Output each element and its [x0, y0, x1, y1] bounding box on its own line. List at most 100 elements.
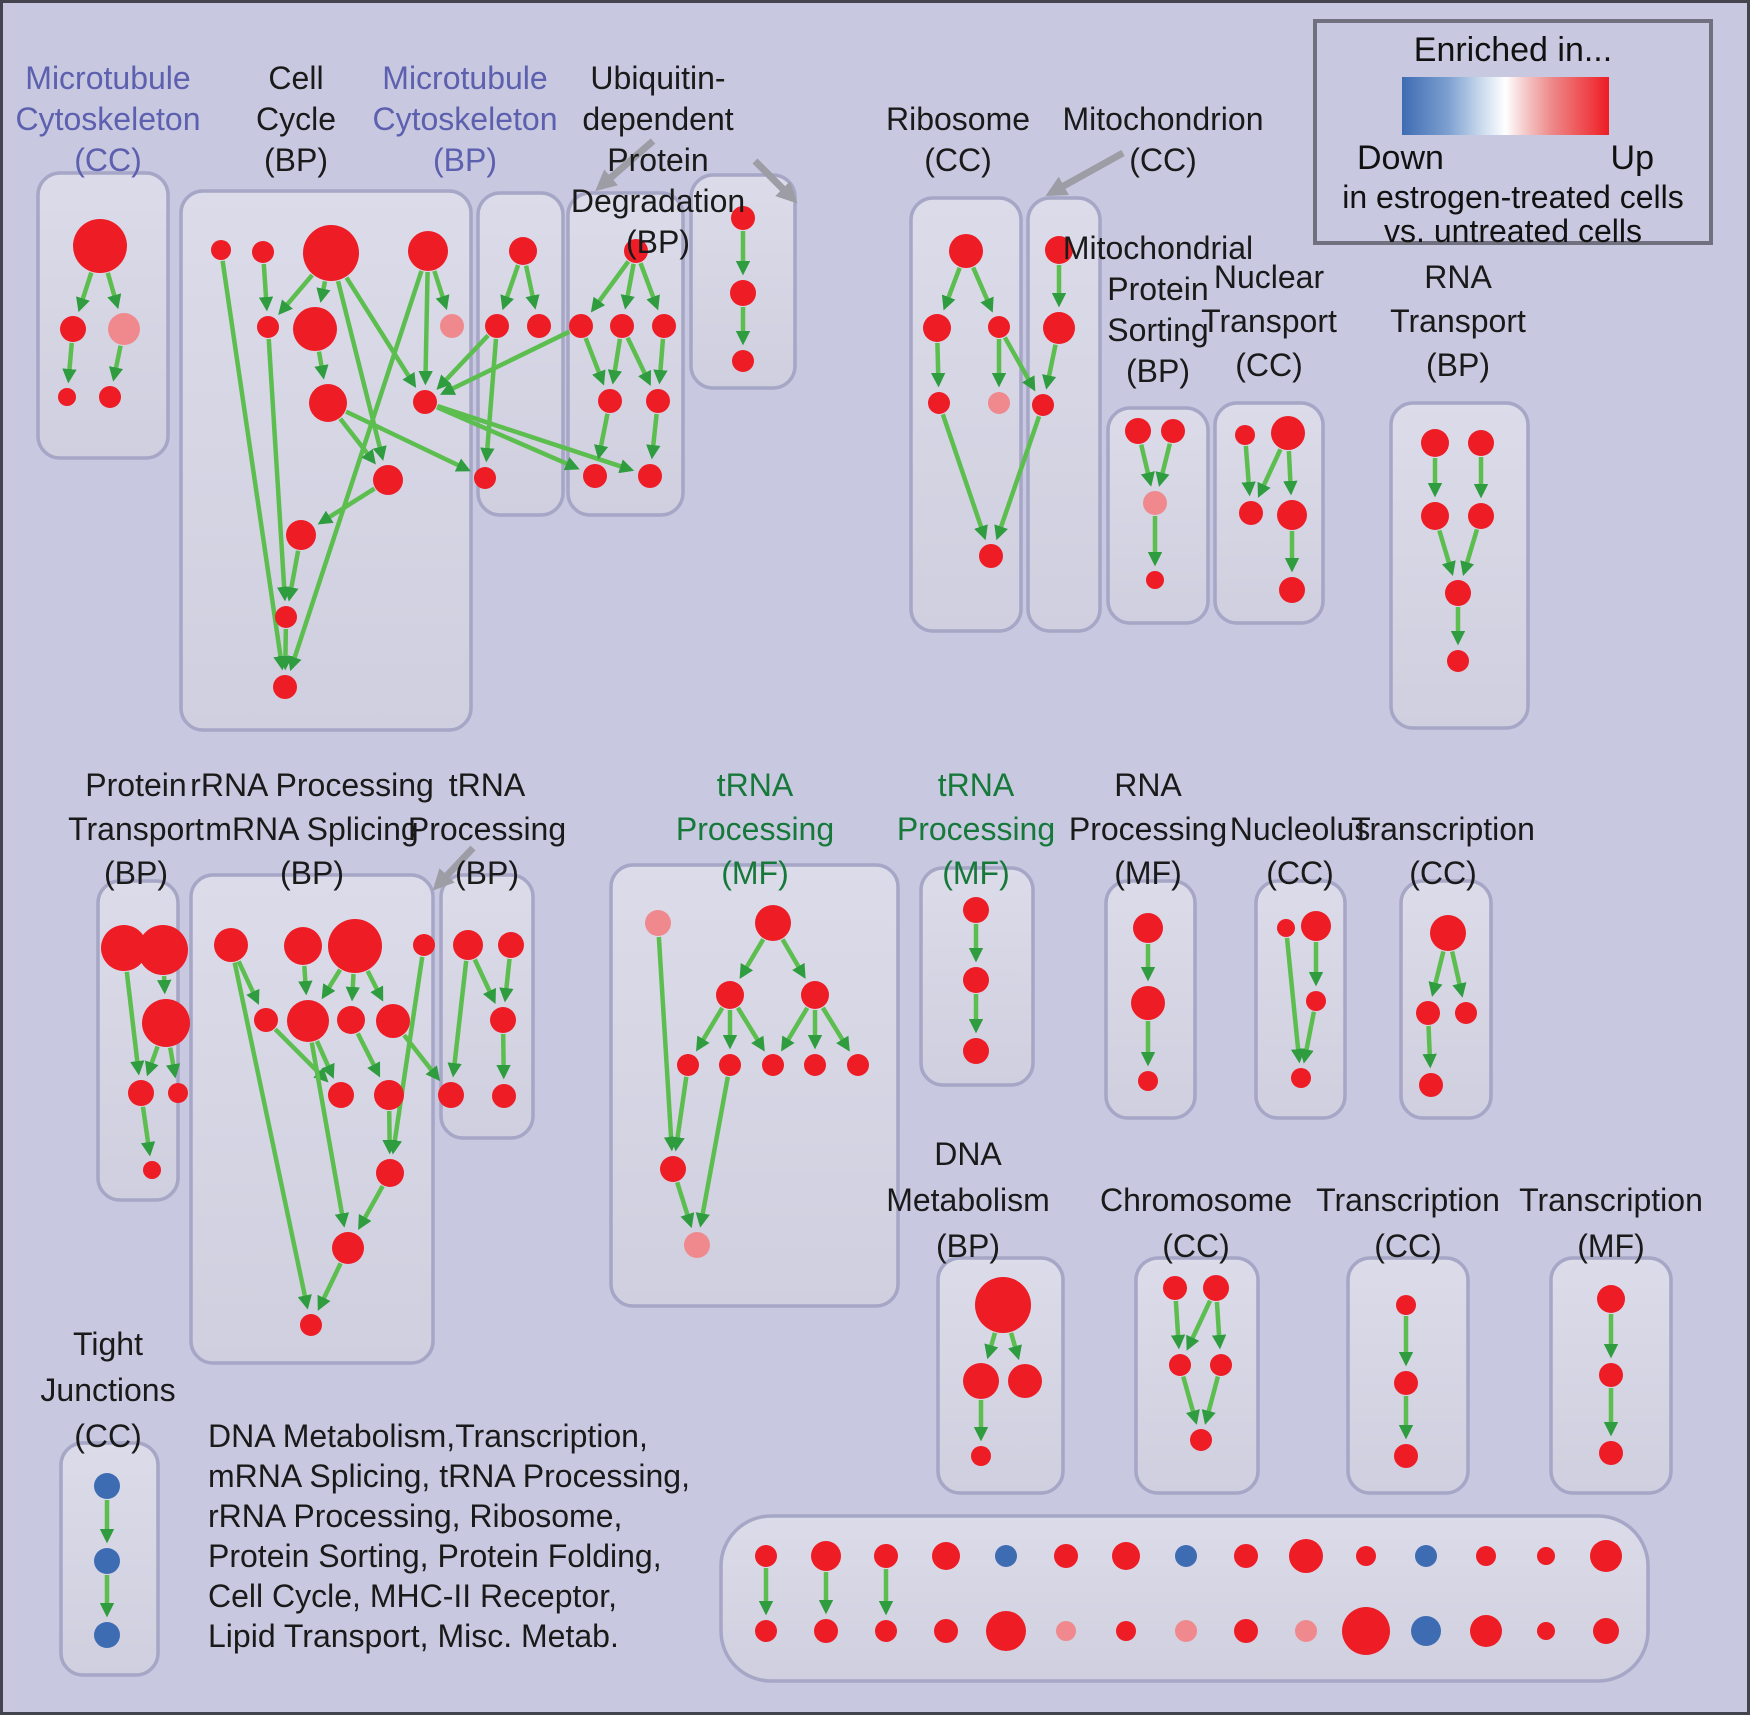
go-term-node-x3 [1455, 1002, 1477, 1024]
edge-mb1-mbr [523, 265, 540, 310]
edge-ub1-um2 [620, 263, 636, 310]
go-term-node-x2 [1416, 1001, 1440, 1025]
go-term-node-p1 [101, 925, 147, 971]
edge-d1-d2 [984, 1332, 999, 1360]
go-term-node-p5 [168, 1083, 188, 1103]
go-term-node-t3 [490, 1007, 516, 1033]
edge-c3-c6 [316, 280, 331, 303]
group-label-nucleolus-cc: Nucleolus (CC) [1229, 811, 1371, 891]
go-term-node-mb1 [509, 237, 537, 265]
go-term-node-bp13b [1537, 1622, 1555, 1640]
edge-g4-g7 [781, 1006, 810, 1052]
misc-note-line: Lipid Transport, Misc. Metab. [208, 1618, 619, 1654]
misc-note-line: mRNA Splicing, tRNA Processing, [208, 1458, 690, 1494]
edge-c2-c5 [258, 263, 274, 312]
go-term-node-j3 [94, 1622, 120, 1648]
group-label-rna-processing-mf: RNA Processing (MF) [1068, 767, 1228, 891]
edge-m3-rb6 [994, 415, 1042, 541]
go-term-node-ul1 [598, 389, 622, 413]
go-term-node-q1 [1133, 913, 1163, 943]
legend-subtitle-1: in estrogen-treated cells [1342, 179, 1684, 215]
go-term-node-d2 [963, 1363, 999, 1399]
edge-h1-h3 [1170, 1300, 1186, 1350]
go-term-node-bp5t [1054, 1544, 1078, 1568]
edge-rb3-m3 [1002, 336, 1036, 392]
go-term-node-p4 [128, 1080, 154, 1106]
go-term-node-g2 [755, 905, 791, 941]
go-term-node-rb5 [988, 392, 1010, 414]
go-term-node-p6 [143, 1161, 161, 1179]
go-term-node-c7 [440, 314, 464, 338]
go-term-node-n2 [1301, 911, 1331, 941]
go-term-node-nt4 [1277, 500, 1307, 530]
edge-r3-r7 [345, 973, 360, 1002]
edge-r4-r11 [387, 956, 425, 1155]
go-term-node-u21 [731, 206, 755, 230]
edge-ub1-um1 [590, 260, 631, 313]
go-term-node-r9 [328, 1082, 354, 1108]
go-term-node-x1 [1430, 915, 1466, 951]
go-term-node-r11 [376, 1159, 404, 1187]
go-term-node-mbl [485, 314, 509, 338]
go-term-node-t4 [438, 1082, 464, 1108]
edge-a2-a4 [62, 342, 77, 384]
group-label-trna-processing-mf-1: tRNA Processing (MF) [675, 767, 835, 891]
go-term-node-ms1 [1125, 418, 1151, 444]
group-label-dna-metabolism-bp: DNA Metabolism (BP) [886, 1136, 1050, 1264]
edge-rb4-rb6 [940, 413, 988, 541]
edge-nt2-nt3 [1257, 448, 1283, 498]
edge-a3-a5 [109, 345, 124, 382]
go-term-node-h5 [1190, 1429, 1212, 1451]
misc-terms-note: DNA Metabolism,Transcription, mRNA Splic… [208, 1416, 690, 1656]
edge-um2-ul2 [625, 336, 652, 386]
go-term-node-h3 [1169, 1354, 1191, 1376]
go-term-node-p3 [142, 999, 190, 1047]
go-term-node-nt3 [1239, 501, 1263, 525]
go-term-node-g6 [719, 1054, 741, 1076]
go-term-node-z1 [1597, 1285, 1625, 1313]
group-label-transcription-cc-mid: Transcription (CC) [1351, 811, 1535, 891]
go-term-node-nt2 [1271, 416, 1305, 450]
chromosome-cc-box [1134, 1256, 1260, 1495]
edge-ul1-ubl [594, 413, 610, 460]
legend: Enriched in... Down Up in estrogen-treat… [1313, 19, 1713, 249]
go-term-node-bp4b [986, 1611, 1026, 1651]
edge-r1-r5 [236, 960, 260, 1005]
go-term-node-r6 [287, 1000, 329, 1042]
go-term-node-ul2 [646, 389, 670, 413]
go-term-node-y1 [1396, 1295, 1416, 1315]
go-term-node-r12 [332, 1232, 364, 1264]
go-term-node-g9 [847, 1054, 869, 1076]
edge-n3-n4 [1299, 1011, 1317, 1064]
go-term-node-g3 [716, 981, 744, 1009]
go-term-node-um3 [652, 314, 676, 338]
go-term-node-u22 [730, 280, 756, 306]
edge-mbl-mbb [480, 338, 499, 463]
go-term-node-bp7b [1175, 1620, 1197, 1642]
go-term-node-r8 [376, 1004, 410, 1038]
edge-m2-m3 [1042, 344, 1058, 390]
edge-ul2-ubr [646, 413, 661, 460]
go-term-node-c4 [408, 231, 448, 271]
edge-p1-p4 [124, 971, 145, 1076]
go-term-node-bp5b [1056, 1621, 1076, 1641]
edge-c1-c13 [220, 260, 288, 671]
go-term-node-h1 [1163, 1276, 1187, 1300]
edge-r2-r6 [298, 965, 313, 996]
go-term-node-um1 [569, 314, 593, 338]
go-term-node-r2 [284, 927, 322, 965]
go-term-node-u23 [732, 350, 754, 372]
go-term-node-q3 [1138, 1071, 1158, 1091]
go-term-node-m2 [1043, 312, 1075, 344]
edge-c4-c7 [432, 270, 450, 311]
go-term-node-rt3 [1421, 502, 1449, 530]
edge-x1-x3 [1449, 951, 1467, 998]
misc-note-line: Cell Cycle, MHC-II Receptor, [208, 1578, 617, 1614]
annotation-arrow-1 [752, 158, 798, 204]
go-term-node-d3 [1008, 1364, 1042, 1398]
go-term-node-j1 [94, 1473, 120, 1499]
edge-r10-r11 [382, 1110, 397, 1155]
edge-ms2-ms3 [1155, 443, 1173, 487]
group-label-trna-processing-mf-2: tRNA Processing (MF) [896, 767, 1056, 891]
